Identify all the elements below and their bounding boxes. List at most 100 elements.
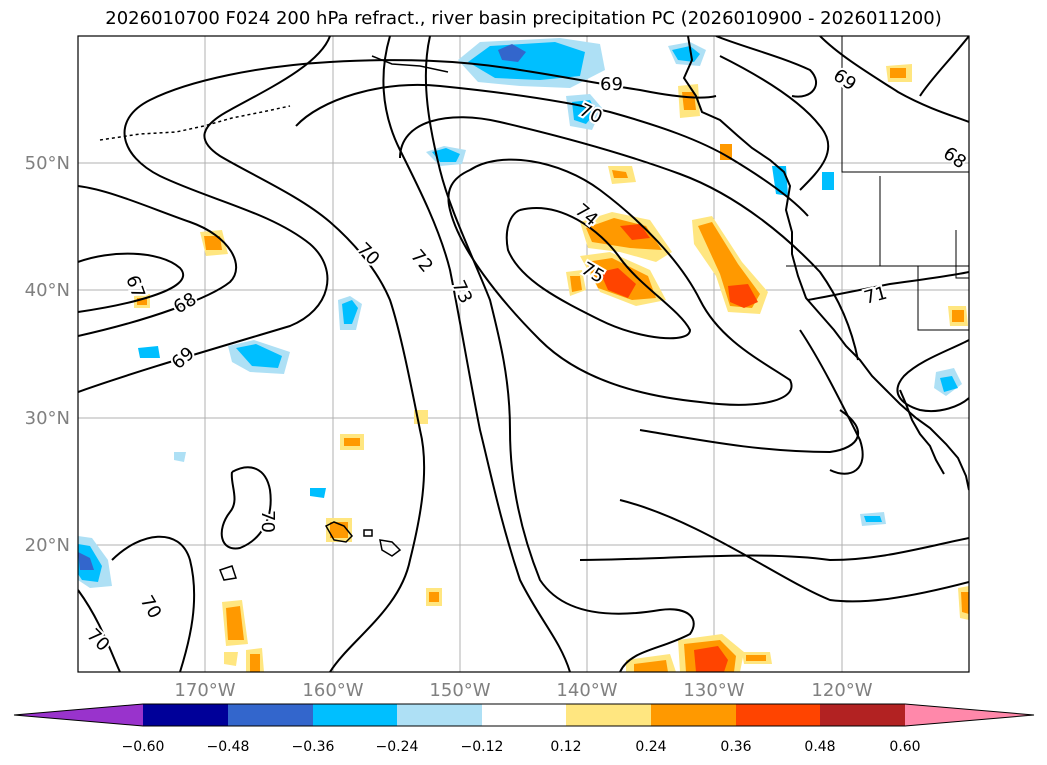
blob-south-east-2-peak [694, 646, 728, 672]
blob-ne-pacific-2-peak [600, 268, 636, 298]
colorbar-swatch-9 [820, 704, 905, 726]
contour-73 [424, 36, 695, 672]
blob-mid-pacific-3-core [236, 344, 282, 368]
colorbar-swatch-2 [228, 704, 313, 726]
contour-72 [382, 36, 571, 672]
blob-ak-panhandle-core [672, 46, 700, 62]
map-frame [77, 35, 970, 673]
colorbar-swatch-3 [313, 704, 397, 726]
longitude-labels: 170°W 160°W 150°W 140°W 130°W 120°W [174, 680, 872, 701]
latitude-labels: 50°N 40°N 30°N 20°N [25, 153, 70, 556]
lat-label-20n: 20°N [25, 535, 70, 556]
hawaiian-islands [324, 521, 402, 557]
colorbar-swatch-over [905, 704, 1034, 726]
contour-69-c [819, 36, 969, 123]
contour-71-loop [639, 409, 860, 454]
contour-71-southeast [619, 499, 969, 603]
blob-south-west-3 [224, 652, 238, 666]
contour-69-b [715, 36, 817, 98]
lon-label-120w: 120°W [811, 680, 872, 701]
blob-mexico-core [952, 310, 964, 322]
border-canada-us [841, 36, 969, 173]
colorbar-tick-label: −0.36 [292, 739, 335, 755]
contour-70-north [295, 84, 809, 217]
blob-hawaii-small [310, 488, 326, 498]
contour-label-69-b: 69 [600, 74, 623, 95]
contour-75 [505, 207, 692, 340]
lon-label-170w: 170°W [174, 680, 235, 701]
blob-bc-inland [720, 144, 732, 160]
contour-69-a [78, 59, 717, 393]
blob-baja-core [940, 376, 958, 392]
blob-south-west-2-core [250, 654, 260, 672]
blob-gulf-alaska-core [468, 42, 585, 80]
positive-anomaly-areas [134, 64, 969, 672]
lon-label-160w: 160°W [302, 680, 363, 701]
colorbar-tick-label: 0.12 [550, 739, 581, 755]
graticule [78, 36, 969, 672]
colorbar: −0.60 −0.48 −0.36 −0.24 −0.12 0.12 0.24 … [13, 703, 1035, 755]
refractivity-contours [78, 36, 969, 672]
map-area [78, 36, 969, 672]
lon-label-140w: 140°W [556, 680, 617, 701]
colorbar-tick-label: −0.12 [461, 739, 504, 755]
lat-label-40n: 40°N [25, 280, 70, 301]
blob-mid-pacific-4 [138, 346, 160, 358]
contour-baja-loop [896, 339, 969, 412]
contour-71-east [807, 271, 969, 301]
contour-68-ne [919, 36, 969, 97]
contour-70-southeast [579, 537, 969, 562]
small-island [219, 565, 237, 581]
blob-hawaii-north-core [344, 438, 360, 446]
lat-label-30n: 30°N [25, 408, 70, 429]
contour-label-70-b: 70 [257, 510, 278, 533]
blob-mid-pacific-2-core [342, 300, 358, 324]
contour-70-west [203, 36, 426, 672]
contour-70-island [220, 466, 272, 550]
blob-west-edge-peak [78, 552, 94, 570]
lat-label-50n: 50°N [25, 153, 70, 174]
negative-anomaly-areas [78, 38, 962, 588]
blob-california-peak [728, 284, 758, 308]
colorbar-tick-label: −0.60 [122, 739, 165, 755]
blob-idaho [822, 172, 834, 190]
blob-south-central-core [429, 592, 439, 602]
colorbar-swatch-6 [566, 704, 651, 726]
blob-ne-pacific-4-core [612, 170, 628, 178]
blob-east-tropics-core [864, 516, 882, 522]
blob-south-west-1-core [226, 606, 244, 640]
blob-ne-pacific-3-core [570, 276, 582, 292]
contour-70-sw-a [111, 535, 196, 672]
blob-mid-pacific-1-core [432, 148, 460, 162]
contour-67 [78, 252, 184, 313]
blob-gulf-alaska-peak [498, 44, 526, 62]
contour-71-inner [399, 116, 859, 361]
colorbar-tick-label: 0.60 [889, 739, 920, 755]
colorbar-swatch-1 [143, 704, 228, 726]
aleutian-islands [99, 105, 291, 141]
contour-70-sw-b [78, 589, 121, 672]
colorbar-outline [13, 703, 1035, 727]
colorbar-tick-label: 0.24 [635, 739, 666, 755]
blob-south-east-1-core [634, 660, 668, 672]
colorbar-swatch-under [14, 704, 143, 726]
blob-east-edge-core [961, 592, 969, 614]
contour-68 [78, 185, 237, 337]
colorbar-swatch-7 [651, 704, 736, 726]
colorbar-swatch-5 [482, 704, 566, 726]
blob-ne-pacific-1-peak [620, 224, 650, 240]
colorbar-tick-label: 0.36 [720, 739, 751, 755]
colorbar-swatch-8 [736, 704, 820, 726]
coastlines [99, 36, 969, 581]
state-borders [879, 176, 969, 331]
colorbar-tick-label: −0.48 [207, 739, 250, 755]
colorbar-ticks: −0.60 −0.48 −0.36 −0.24 −0.12 0.12 0.24 … [122, 739, 921, 755]
blob-hawaii-west [174, 452, 186, 462]
colorbar-tick-label: 0.48 [804, 739, 835, 755]
blob-west-pacific-1-core [204, 236, 222, 250]
contour-70-coast [719, 55, 830, 191]
colorbar-tick-label: −0.24 [376, 739, 419, 755]
blob-south-east-3-core [746, 655, 766, 661]
lon-label-150w: 150°W [429, 680, 490, 701]
